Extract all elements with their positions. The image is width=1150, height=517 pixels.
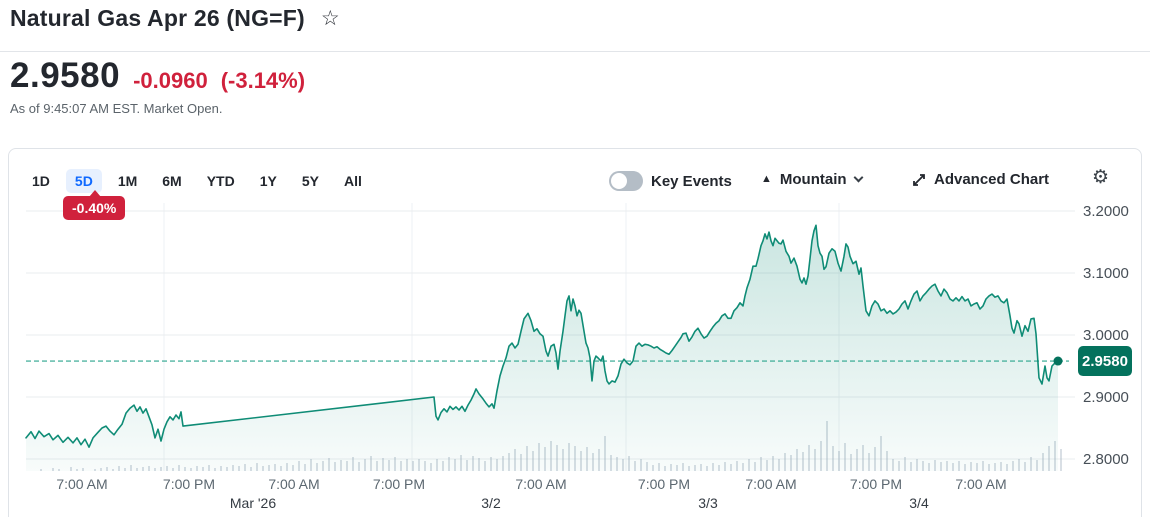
advanced-chart-link[interactable]: Advanced Chart [912,171,1049,188]
price-chart: 3.2000 3.1000 3.0000 2.9000 2.8000 2.9580 7:00… [25,203,1132,511]
range-button-5y[interactable]: 5Y [293,169,328,193]
current-price: 2.9580 [10,56,121,95]
page-title: Natural Gas Apr 26 (NG=F) [10,5,305,31]
key-events-label: Key Events [651,172,732,190]
badge-caret-icon [89,190,101,197]
y-axis-label: 3.0000 [1083,327,1129,344]
expand-diagonal-icon [913,173,925,186]
volume-bar [1060,449,1062,471]
range-button-1y[interactable]: 1Y [251,169,286,193]
x-axis-time-label: 7:00 AM [515,476,566,492]
chart-type-label: Mountain [779,171,847,188]
current-price-badge [1078,346,1132,377]
range-change-badge: -0.40% [63,190,126,220]
range-button-all[interactable]: All [335,169,371,193]
range-button-6m[interactable]: 6M [153,169,190,193]
x-axis-date-label: 3/3 [698,495,718,511]
range-tabs: 1D 5D 1M 6M YTD 1Y 5Y All [23,169,371,193]
y-axis-label: 2.8000 [1083,451,1129,468]
x-axis-time-label: 7:00 PM [850,476,902,492]
range-button-5d[interactable]: 5D [65,169,102,193]
toggle-knob [611,173,627,189]
gear-icon[interactable]: ⚙ [1092,167,1110,188]
current-price-badge-label: 2.9580 [1082,353,1128,370]
range-button-1d[interactable]: 1D [23,169,59,193]
x-axis-time-label: 7:00 AM [745,476,796,492]
x-axis-time-label: 7:00 AM [56,476,107,492]
header: Natural Gas Apr 26 (NG=F) ☆ [10,5,340,32]
x-axis-time-label: 7:00 PM [163,476,215,492]
advanced-chart-label: Advanced Chart [934,171,1050,188]
x-axis-date-label: Mar '26 [230,495,276,511]
star-icon[interactable]: ☆ [320,7,340,30]
y-axis-label: 2.9000 [1083,389,1129,406]
y-axis-label: 3.1000 [1083,265,1129,282]
price-change: -0.0960 [133,67,208,93]
header-divider [0,51,1150,52]
x-axis-time-label: 7:00 PM [373,476,425,492]
x-axis-date-label: 3/2 [481,495,501,511]
mountain-icon: ▲ [761,173,772,185]
current-price-dot [1053,356,1063,366]
key-events-control: Key Events [609,171,732,191]
key-events-toggle[interactable] [609,171,643,191]
x-axis-time-label: 7:00 AM [268,476,319,492]
as-of-status: As of 9:45:07 AM EST. Market Open. [10,101,223,116]
chart-type-dropdown[interactable]: ▲ Mountain [761,171,863,188]
y-axis-label: 3.2000 [1083,203,1129,220]
x-axis-time-label: 7:00 PM [638,476,690,492]
chart-card: 3.2000 3.1000 3.0000 2.9000 2.8000 2.9580 7:00… [8,148,1142,517]
price-area-fill [26,225,1058,471]
x-axis-date-label: 3/4 [909,495,929,511]
range-button-ytd[interactable]: YTD [198,169,244,193]
price-row: 2.9580 -0.0960 (-3.14%) [10,58,305,93]
chevron-down-icon [853,172,863,183]
range-button-1m[interactable]: 1M [109,169,146,193]
price-line [25,224,1059,448]
x-axis-time-label: 7:00 AM [955,476,1006,492]
price-change-percent: (-3.14%) [220,67,306,93]
